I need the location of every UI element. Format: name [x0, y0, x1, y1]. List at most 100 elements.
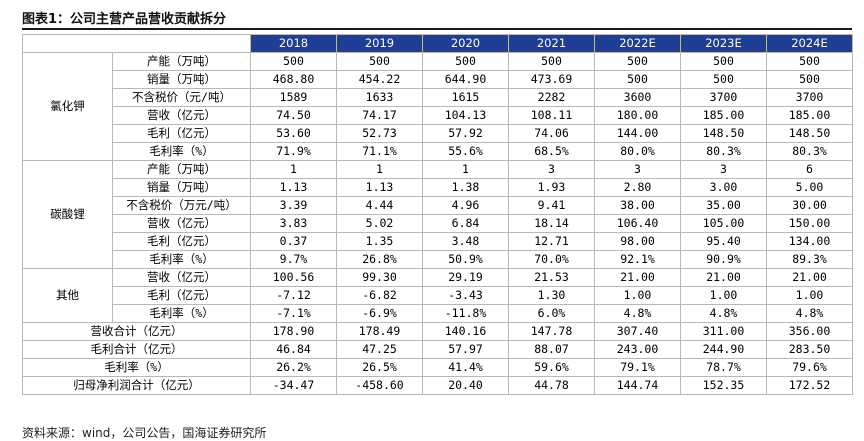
value-cell: 148.50	[680, 124, 767, 143]
value-cell: 178.49	[336, 322, 423, 341]
value-cell: 4.8%	[680, 304, 767, 323]
value-cell: 144.74	[594, 376, 681, 395]
value-cell: 21.53	[508, 268, 595, 287]
value-cell: 21.00	[594, 268, 681, 287]
value-cell: 454.22	[336, 70, 423, 89]
header-row: 2018 2019 2020 2021 2022E 2023E 2024E	[22, 34, 853, 53]
product-revenue-table: 2018 2019 2020 2021 2022E 2023E 2024E 氯化钾 产能（万吨）…	[22, 34, 853, 395]
value-cell: 1.13	[336, 178, 423, 197]
value-cell: 90.9%	[680, 250, 767, 269]
metric-label: 产能（万吨）	[112, 160, 251, 179]
value-cell: 12.71	[508, 232, 595, 251]
value-cell: 98.00	[594, 232, 681, 251]
table-body: 2018 2019 2020 2021 2022E 2023E 2024E 氯化钾 产能（万吨）…	[22, 34, 853, 395]
value-cell: 44.78	[508, 376, 595, 395]
total-label: 归母净利润合计（亿元）	[22, 376, 251, 395]
value-cell: 57.97	[422, 340, 509, 359]
value-cell: 106.40	[594, 214, 681, 233]
metric-label: 毛利（亿元）	[112, 286, 251, 305]
value-cell: 20.40	[422, 376, 509, 395]
value-cell: 1	[422, 160, 509, 179]
metric-label: 不含税价（元/吨）	[112, 88, 251, 107]
value-cell: 30.00	[766, 196, 853, 215]
value-cell: 41.4%	[422, 358, 509, 377]
table-row: 毛利（亿元） 0.37 1.35 3.48 12.71 98.00 95.40 134.00	[23, 232, 853, 251]
metric-label: 毛利率（%）	[112, 304, 251, 323]
value-cell: 46.84	[250, 340, 337, 359]
metric-label: 毛利（亿元）	[112, 124, 251, 143]
metric-label: 销量（万吨）	[112, 178, 251, 197]
table-row: 毛利（亿元） 53.60 52.73 57.92 74.06 144.00 148.50 14…	[23, 124, 853, 143]
table-title: 图表1：公司主营产品营收贡献拆分	[22, 12, 227, 27]
value-cell: 38.00	[594, 196, 681, 215]
value-cell: 89.3%	[766, 250, 853, 269]
value-cell: 26.5%	[336, 358, 423, 377]
total-label: 毛利率（%）	[22, 358, 251, 377]
value-cell: 500	[508, 52, 595, 71]
value-cell: 26.8%	[336, 250, 423, 269]
value-cell: 500	[680, 52, 767, 71]
value-cell: 500	[336, 52, 423, 71]
value-cell: 644.90	[422, 70, 509, 89]
value-cell: 80.0%	[594, 142, 681, 161]
value-cell: 71.1%	[336, 142, 423, 161]
value-cell: 1.00	[766, 286, 853, 305]
value-cell: 147.78	[508, 322, 595, 341]
value-cell: 3.39	[250, 196, 337, 215]
table-row: 氯化钾 产能（万吨） 500 500 500 500 500 500 500	[22, 52, 853, 161]
table-row: 毛利率（%） -7.1% -6.9% -11.8% 6.0% 4.8% 4.8% 4.8%	[23, 304, 853, 323]
metric-label: 营收（亿元）	[112, 214, 251, 233]
value-cell: -11.8%	[422, 304, 509, 323]
table-row: 营收（亿元） 3.83 5.02 6.84 18.14 106.40 105.00 150.0…	[23, 214, 853, 233]
value-cell: 57.92	[422, 124, 509, 143]
value-cell: 185.00	[766, 106, 853, 125]
total-row: 毛利率（%） 26.2% 26.5% 41.4% 59.6% 79.1% 78.7% 79.6…	[22, 358, 853, 377]
value-cell: 473.69	[508, 70, 595, 89]
year-header: 2020	[422, 34, 509, 53]
value-cell: -6.82	[336, 286, 423, 305]
value-cell: 468.80	[250, 70, 337, 89]
value-cell: 50.9%	[422, 250, 509, 269]
value-cell: 4.44	[336, 196, 423, 215]
value-cell: 1.00	[680, 286, 767, 305]
value-cell: 150.00	[766, 214, 853, 233]
value-cell: 35.00	[680, 196, 767, 215]
value-cell: 9.7%	[250, 250, 337, 269]
value-cell: 180.00	[594, 106, 681, 125]
total-row: 毛利合计（亿元） 46.84 47.25 57.97 88.07 243.00 244.90…	[22, 340, 853, 359]
value-cell: 5.00	[766, 178, 853, 197]
value-cell: 3.48	[422, 232, 509, 251]
total-label: 毛利合计（亿元）	[22, 340, 251, 359]
value-cell: 95.40	[680, 232, 767, 251]
value-cell: 6	[766, 160, 853, 179]
value-cell: 71.9%	[250, 142, 337, 161]
value-cell: 105.00	[680, 214, 767, 233]
metric-label: 不含税价（万元/吨）	[112, 196, 251, 215]
value-cell: 3	[594, 160, 681, 179]
table-row: 不含税价（元/吨） 1589 1633 1615 2282 3600 3700 3700	[23, 88, 853, 107]
value-cell: 3.83	[250, 214, 337, 233]
metric-label: 营收（亿元）	[112, 106, 251, 125]
value-cell: 78.7%	[680, 358, 767, 377]
total-row: 营收合计（亿元） 178.90 178.49 140.16 147.78 307.40 31…	[22, 322, 853, 341]
total-label: 营收合计（亿元）	[22, 322, 251, 341]
value-cell: 79.6%	[766, 358, 853, 377]
value-cell: 55.6%	[422, 142, 509, 161]
value-cell: 1.38	[422, 178, 509, 197]
metric-label: 毛利（亿元）	[112, 232, 251, 251]
group-label: 氯化钾	[22, 52, 113, 161]
value-cell: 500	[250, 52, 337, 71]
value-cell: 500	[422, 52, 509, 71]
year-header: 2022E	[594, 34, 681, 53]
value-cell: 79.1%	[594, 358, 681, 377]
value-cell: 2282	[508, 88, 595, 107]
value-cell: 47.25	[336, 340, 423, 359]
value-cell: 108.11	[508, 106, 595, 125]
value-cell: 3700	[680, 88, 767, 107]
total-row: 归母净利润合计（亿元） -34.47 -458.60 20.40 44.78 144.74…	[22, 376, 853, 395]
value-cell: 53.60	[250, 124, 337, 143]
value-cell: 172.52	[766, 376, 853, 395]
value-cell: 74.06	[508, 124, 595, 143]
value-cell: 9.41	[508, 196, 595, 215]
value-cell: 244.90	[680, 340, 767, 359]
